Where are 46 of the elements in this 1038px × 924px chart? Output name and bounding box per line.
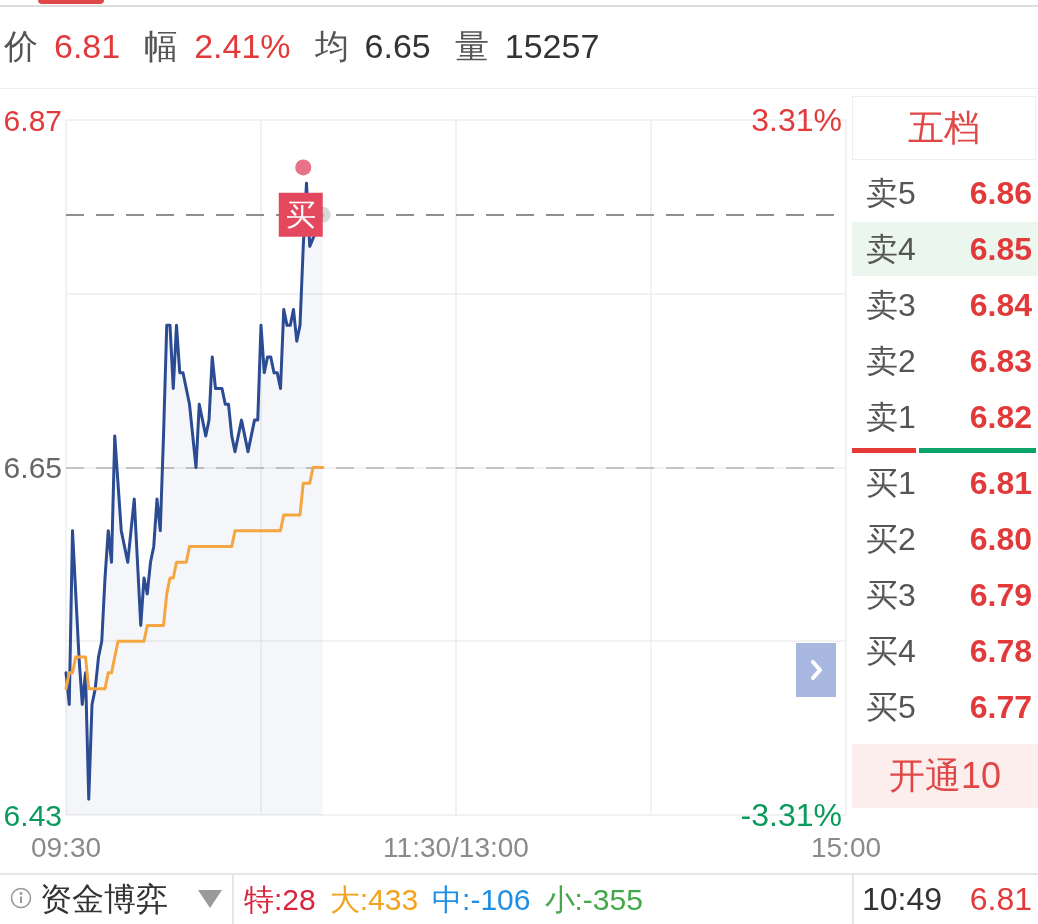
text: 6.81 (969, 464, 1032, 502)
text: 买1 (866, 464, 916, 502)
x-tick-label: 15:00 (810, 831, 882, 863)
text: 中:-106 (432, 882, 531, 918)
annotation: 买 (285, 198, 316, 232)
text: 均 (314, 26, 349, 66)
text: 6.81 (54, 26, 121, 66)
text: 6.80 (969, 520, 1032, 558)
text: 买5 (866, 688, 916, 726)
text: 6.79 (969, 576, 1032, 614)
subscribe-button: 开通10 (852, 744, 1038, 808)
text: 6.65 (364, 26, 431, 66)
x-tick-label: 09:30 (30, 831, 102, 863)
text: 6.78 (969, 632, 1032, 670)
text: 买4 (866, 632, 916, 670)
text: 买3 (866, 576, 916, 614)
y-tick-label: 6.65 (3, 451, 62, 484)
text: 小:-355 (544, 882, 643, 918)
text: 量 (454, 26, 489, 66)
panel-header: 五档 (852, 96, 1036, 160)
text: 价 (4, 26, 38, 66)
y-tick-label: 6.87 (3, 103, 62, 137)
y2-tick-label: 3.31% (751, 102, 842, 138)
text: 6.82 (969, 398, 1032, 436)
text: 6.86 (969, 174, 1032, 212)
line-series (64, 466, 325, 691)
text: 卖2 (866, 342, 916, 380)
text: 6.83 (969, 342, 1032, 380)
text: 卖1 (866, 398, 916, 436)
text: 卖5 (866, 174, 916, 212)
text: 6.81 (969, 880, 1032, 918)
text: 资金博弈 (40, 880, 168, 918)
text: 15257 (504, 26, 600, 66)
text: 6.84 (969, 286, 1032, 324)
text: 2.41% (194, 26, 291, 66)
text: 6.77 (969, 688, 1032, 726)
y-tick-label: 6.43 (3, 798, 62, 832)
x-tick-label: 11:30/13:00 (383, 831, 529, 863)
text: 大:433 (329, 882, 419, 918)
highlighted-row: 卖4 6.85 (852, 222, 1038, 276)
text: 幅 (144, 26, 179, 66)
text: 特:28 (244, 882, 316, 918)
text: 卖3 (866, 286, 916, 324)
text: 买2 (866, 520, 916, 558)
y2-tick-label: -3.31% (740, 797, 842, 833)
text: 10:49 (862, 880, 943, 918)
